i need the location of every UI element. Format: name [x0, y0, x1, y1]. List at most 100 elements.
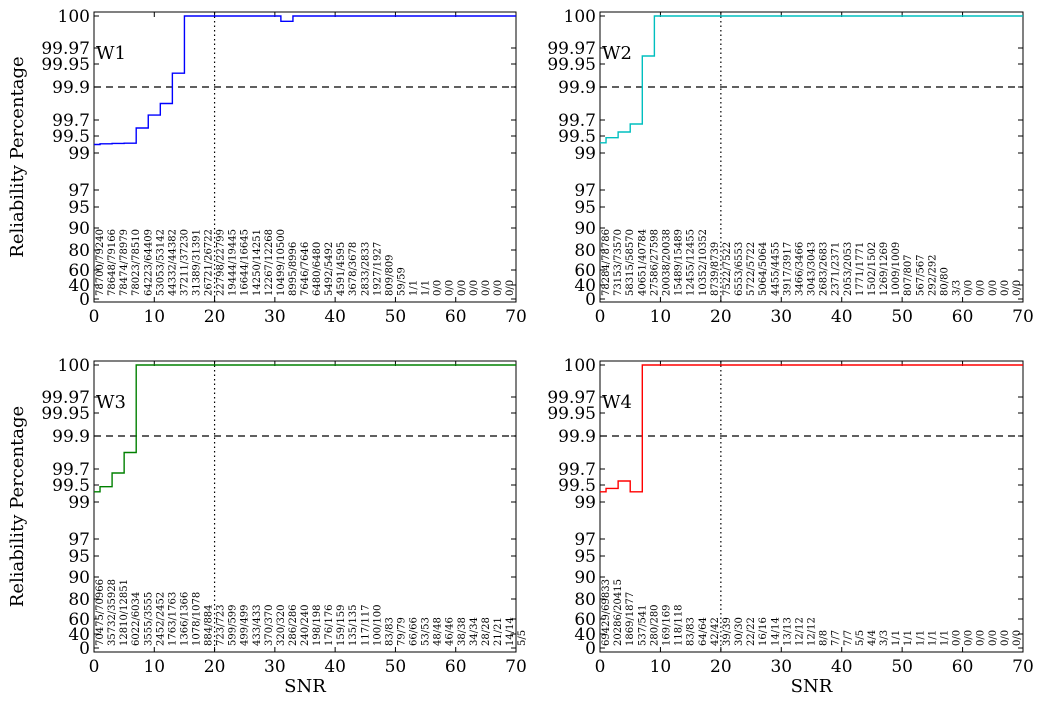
count-annotation: 1/1 — [915, 630, 926, 646]
y-tick-label: 40 — [574, 276, 596, 296]
count-annotation: 35732/35928 — [107, 579, 118, 646]
count-annotation: 31389/31391 — [192, 229, 203, 296]
count-annotation: 19444/19445 — [228, 229, 239, 296]
count-annotation: 53053/53142 — [155, 229, 166, 296]
x-tick-label: 20 — [204, 657, 226, 677]
y-tick-label: 99.5 — [558, 476, 596, 496]
count-annotation: 1869/1877 — [625, 592, 636, 646]
plot-frame — [93, 360, 517, 653]
x-tick-label: 30 — [264, 657, 286, 677]
x-tick-label: 30 — [770, 657, 792, 677]
count-annotation: 5492/5492 — [324, 242, 335, 296]
x-tick-label: 50 — [891, 307, 913, 327]
count-annotation: 0/0 — [1000, 280, 1011, 296]
count-annotation: 15489/15489 — [674, 229, 685, 296]
count-annotation: 1502/1502 — [867, 242, 878, 296]
x-tick-label: 70 — [1012, 657, 1034, 677]
count-annotation: 40651/40784 — [637, 229, 648, 296]
count-annotation: 6022/6034 — [131, 592, 142, 646]
count-annotation: 8/8 — [819, 630, 830, 646]
count-annotation: 1/1 — [891, 630, 902, 646]
y-tick-label: 99.97 — [41, 39, 90, 59]
count-annotation: 44332/44382 — [167, 229, 178, 296]
y-tick-label: 99.5 — [52, 127, 90, 147]
count-annotation: 117/117 — [360, 604, 371, 646]
count-annotation: 809/809 — [384, 254, 395, 296]
series-line — [94, 364, 516, 493]
count-annotation: 59/59 — [396, 267, 407, 296]
count-annotation: 22798/22799 — [216, 229, 227, 296]
count-annotation: 1/1 — [939, 630, 950, 646]
x-tick-label: 60 — [952, 307, 974, 327]
y-tick-label: 99.97 — [41, 388, 90, 408]
count-annotation: 79/79 — [396, 617, 407, 646]
series-line — [600, 15, 1023, 144]
count-annotation: 7522/7522 — [722, 242, 733, 296]
y-tick-label: 99 — [68, 493, 90, 513]
y-tick-label: 80 — [68, 241, 90, 261]
y-tick-label: 80 — [574, 590, 596, 610]
count-annotation: 198/198 — [312, 604, 323, 646]
y-tick-label: 40 — [574, 625, 596, 645]
count-annotation: 0/0 — [457, 280, 468, 296]
count-annotation: 46/46 — [445, 617, 456, 646]
count-annotation: 3678/3678 — [348, 242, 359, 296]
y-tick-label: 60 — [68, 610, 90, 630]
x-tick-label: 0 — [89, 657, 100, 677]
y-tick-label: 60 — [68, 261, 90, 281]
count-annotation: 286/286 — [288, 604, 299, 646]
x-tick-label: 30 — [264, 307, 286, 327]
count-annotation: 2371/2371 — [831, 242, 842, 296]
count-annotation: 39/39 — [722, 617, 733, 646]
x-tick-label: 10 — [650, 657, 672, 677]
count-annotation: 48/48 — [433, 617, 444, 646]
count-annotation: 3043/3043 — [807, 242, 818, 296]
y-tick-label: 100 — [58, 7, 90, 27]
y-tick-label: 99.9 — [558, 78, 596, 98]
count-annotation: 20286/20415 — [613, 579, 624, 646]
count-annotation: 2683/2683 — [819, 242, 830, 296]
y-tick-label: 99.95 — [547, 55, 596, 75]
y-tick-label: 99.95 — [41, 404, 90, 424]
count-annotation: 3917/3917 — [782, 242, 793, 296]
x-axis-label: SNR — [791, 676, 833, 697]
count-annotation: 38/38 — [457, 617, 468, 646]
count-annotation: 3466/3466 — [794, 242, 805, 296]
count-annotation: 0/0 — [1000, 630, 1011, 646]
count-annotation: 22/22 — [746, 617, 757, 646]
count-annotation: 100/100 — [372, 604, 383, 646]
count-annotation: 118/118 — [674, 604, 685, 646]
x-tick-label: 60 — [952, 657, 974, 677]
count-annotation: 5064/5064 — [758, 242, 769, 296]
count-annotation: 433/433 — [252, 604, 263, 646]
count-annotation: 0/0 — [505, 280, 516, 296]
y-tick-label: 90 — [68, 219, 90, 239]
x-tick-label: 70 — [505, 657, 527, 677]
count-annotation: 10352/10352 — [698, 229, 709, 296]
count-annotation: 27586/27598 — [649, 229, 660, 296]
count-annotation: 0/0 — [493, 280, 504, 296]
count-annotation: 12267/12268 — [264, 229, 275, 296]
count-annotation: 292/292 — [927, 254, 938, 296]
count-annotation: 2833/2833 — [360, 242, 371, 296]
plot-frame — [599, 11, 1024, 303]
count-annotation: 14250/14251 — [252, 229, 263, 296]
x-tick-label: 70 — [505, 307, 527, 327]
count-annotation: 26721/26722 — [204, 229, 215, 296]
x-tick-label: 50 — [385, 307, 407, 327]
y-tick-label: 99.97 — [547, 388, 596, 408]
y-tick-label: 90 — [574, 219, 596, 239]
count-annotation: 30/30 — [734, 617, 745, 646]
series-line — [94, 15, 516, 146]
count-annotation: 0/0 — [433, 280, 444, 296]
y-tick-label: 80 — [68, 590, 90, 610]
count-annotation: 8995/8996 — [288, 242, 299, 296]
x-tick-label: 50 — [385, 657, 407, 677]
x-tick-label: 20 — [204, 307, 226, 327]
count-annotation: 537/541 — [637, 604, 648, 646]
count-annotation: 5/5 — [855, 630, 866, 646]
y-tick-label: 95 — [68, 198, 90, 218]
count-annotation: 14/14 — [770, 617, 781, 646]
y-tick-label: 97 — [574, 181, 596, 201]
count-annotation: 7/7 — [843, 630, 854, 646]
